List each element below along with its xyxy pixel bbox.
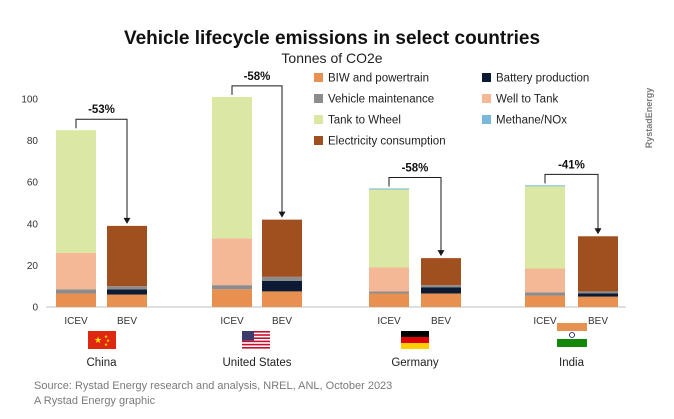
bar-category-label: BEV [431, 316, 451, 327]
bar-segment [369, 293, 409, 307]
credit-text: A Rystad Energy graphic [34, 395, 156, 407]
svg-text:★: ★ [94, 336, 102, 346]
legend-swatch [314, 73, 323, 82]
flag-united-states-icon [242, 331, 270, 349]
change-arrow [278, 211, 286, 218]
legend-swatch [314, 94, 323, 103]
bar-category-label: BEV [272, 316, 292, 327]
bar-segment [525, 295, 565, 307]
legend-label: Methane/NOx [496, 115, 567, 127]
change-arrow [123, 217, 131, 224]
flag-china-icon: ★ ★ ★ ★ [88, 331, 116, 349]
flag-germany-icon [401, 331, 429, 349]
y-tick-label: 40 [27, 219, 39, 230]
legend-label: Tank to Wheel [328, 115, 401, 127]
svg-text:★: ★ [104, 334, 108, 340]
bar-category-label: ICEV [377, 316, 401, 327]
source-text: Source: Rystad Energy research and analy… [34, 380, 392, 392]
y-tick-label: 0 [32, 303, 38, 314]
y-tick-label: 60 [27, 178, 39, 189]
change-percent-label: -41% [558, 159, 585, 171]
chart-title: Vehicle lifecycle emissions in select co… [124, 28, 540, 49]
bar-segment [525, 186, 565, 269]
change-percent-label: -58% [402, 162, 429, 174]
bar-segment [369, 189, 409, 268]
change-bracket [231, 85, 283, 213]
bar-segment [525, 185, 565, 187]
bar-segment [421, 287, 461, 294]
country-label: India [559, 357, 585, 369]
change-brackets: -53% -58% -58% -41% [75, 71, 602, 257]
bar-segment [369, 267, 409, 292]
bar-segment [578, 296, 618, 307]
country-label: United States [222, 357, 291, 369]
bar-segment [578, 293, 618, 297]
bar-category-label: ICEV [64, 316, 88, 327]
bar-segment [369, 188, 409, 190]
bar-segment [525, 268, 565, 293]
bar-category-label: ICEV [533, 316, 557, 327]
legend-label: Battery production [496, 73, 589, 85]
y-tick-label: 20 [27, 261, 39, 272]
country-label: Germany [391, 357, 439, 369]
change-arrow [437, 250, 445, 257]
change-bracket [544, 173, 599, 230]
svg-text:★: ★ [106, 338, 110, 344]
bar-segment [212, 289, 252, 307]
bar-category-label: BEV [117, 316, 137, 327]
brand-watermark: RystadEnergy [644, 88, 654, 149]
bar-segment [107, 225, 147, 287]
bar-segment [421, 258, 461, 286]
chart-subtitle: Tonnes of CO2e [281, 50, 382, 66]
bar-segment [212, 285, 252, 290]
change-arrow [594, 228, 602, 235]
bar-segment [262, 291, 302, 307]
legend-swatch [482, 115, 491, 124]
bar-segment [262, 219, 302, 277]
bar-category-label: ICEV [220, 316, 244, 327]
legend-label: Electricity consumption [328, 136, 446, 148]
y-tick-label: 100 [21, 95, 38, 106]
bar-segment [107, 289, 147, 295]
bar-segment [421, 285, 461, 288]
bar-segment [56, 289, 96, 294]
change-bracket [75, 118, 128, 219]
bar-segment [578, 236, 618, 292]
legend: BIW and powertrain Battery production Vehi… [314, 73, 589, 148]
bar-segment [212, 96, 252, 239]
bar-segment [56, 130, 96, 253]
x-labels: ICEV BEV China ICEV BEV United States ICEV BEV G… [64, 316, 608, 369]
legend-swatch [482, 94, 491, 103]
bars-layer [56, 96, 618, 307]
legend-label: Well to Tank [496, 94, 558, 106]
bar-segment [369, 291, 409, 294]
bar-segment [262, 281, 302, 292]
y-tick-label: 80 [27, 136, 39, 147]
bar-segment [262, 276, 302, 281]
country-label: China [86, 357, 117, 369]
bar-segment [107, 286, 147, 290]
change-percent-label: -58% [244, 71, 271, 83]
bar-segment [56, 293, 96, 307]
legend-label: Vehicle maintenance [328, 94, 434, 106]
legend-swatch [482, 73, 491, 82]
flag-india-icon [557, 323, 587, 347]
svg-text:★: ★ [104, 342, 108, 348]
bar-segment [107, 294, 147, 307]
bar-category-label: BEV [588, 316, 608, 327]
change-bracket [388, 176, 442, 252]
legend-label: BIW and powertrain [328, 73, 429, 85]
bar-segment [212, 238, 252, 286]
change-percent-label: -53% [88, 104, 115, 116]
bar-segment [421, 293, 461, 307]
legend-swatch [314, 136, 323, 145]
bar-segment [578, 291, 618, 294]
bar-segment [525, 292, 565, 296]
bar-segment [56, 252, 96, 290]
legend-swatch [314, 115, 323, 124]
